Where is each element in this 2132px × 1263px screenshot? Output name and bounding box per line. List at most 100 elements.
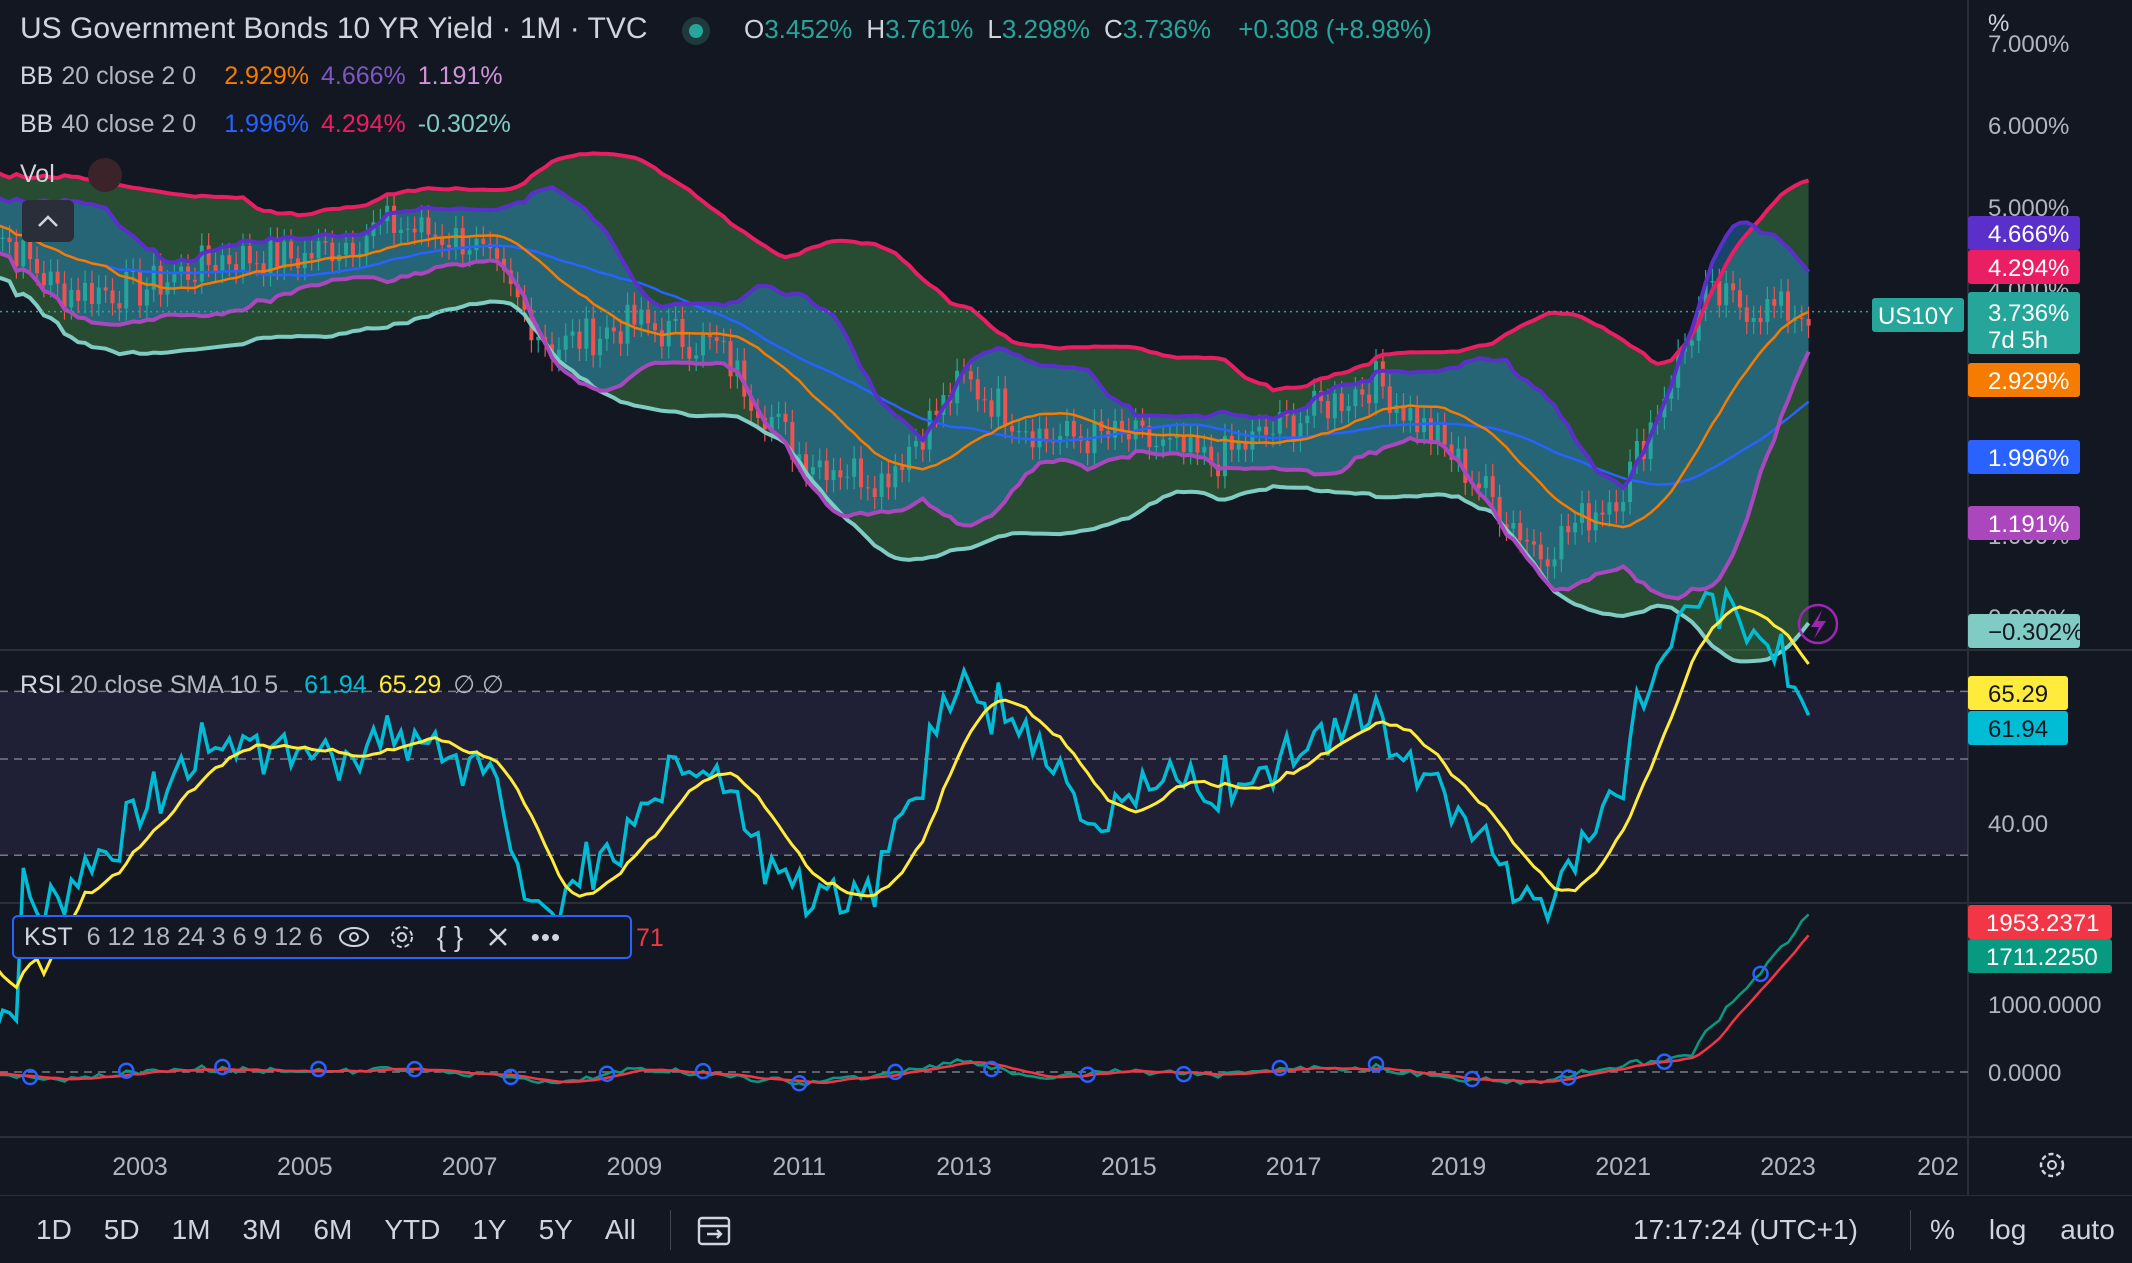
candle-body (55, 271, 60, 284)
toolbar-divider (669, 1209, 671, 1250)
candle-body (1490, 476, 1495, 497)
candle-body (1786, 291, 1790, 321)
bb20-upper: 4.666% (320, 62, 406, 90)
more-icon[interactable]: ••• (530, 921, 562, 952)
time-tick-label: 2011 (772, 1153, 826, 1181)
vol-hidden-icon[interactable] (87, 158, 122, 192)
bb20-legend[interactable]: BB 20 close 2 0 2.929% 4.666% 1.191% (20, 62, 515, 91)
candle-body (1710, 280, 1715, 283)
candle-body (728, 341, 733, 377)
candle-body (151, 265, 156, 290)
symbol-title[interactable]: US Government Bonds 10 YR Yield · 1M · T… (20, 12, 648, 45)
candle-body (144, 289, 149, 306)
kst-cross-marker (1752, 965, 1769, 983)
candle-body (1483, 476, 1488, 489)
timeframe-1d[interactable]: 1D (36, 1213, 72, 1245)
close-icon[interactable] (481, 920, 515, 954)
rsi-label: RSI (20, 671, 62, 699)
candle-body (1607, 502, 1612, 515)
candle-body (1360, 389, 1365, 395)
candle-body (179, 266, 184, 275)
candle-body (776, 413, 781, 417)
candle-body (1380, 361, 1385, 387)
time-tick-label: 2013 (936, 1153, 992, 1181)
candle-body (192, 279, 197, 282)
timeframe-all[interactable]: All (604, 1213, 636, 1245)
timeframe-1y[interactable]: 1Y (472, 1213, 507, 1245)
candle-body (1717, 280, 1722, 306)
candle-body (1257, 426, 1262, 432)
candle-body (76, 290, 81, 301)
bb20-lower: 1.191% (417, 62, 503, 90)
vol-legend[interactable]: Vol (20, 158, 134, 192)
scale-log-button[interactable]: log (1988, 1213, 2027, 1245)
candle-body (330, 242, 335, 262)
bb40-legend[interactable]: BB 40 close 2 0 1.996% 4.294% -0.302% (20, 110, 523, 139)
candle-body (405, 228, 410, 230)
bb20-mid: 2.929% (224, 62, 309, 90)
candle-body (852, 458, 857, 477)
candle-body (1442, 424, 1447, 445)
chevron-up-icon (38, 215, 58, 227)
candle-body (1387, 386, 1392, 413)
candle-body (721, 340, 726, 342)
clock[interactable]: 17:17:24 (UTC+1) (1633, 1213, 1858, 1245)
price-label-bg (1968, 250, 2080, 284)
candle-body (1044, 428, 1049, 441)
candle-body (1106, 430, 1111, 438)
bb40-mid: 1.996% (224, 110, 309, 138)
candle-body (570, 331, 575, 336)
candle-body (886, 473, 891, 488)
candle-body (913, 441, 918, 447)
price-label: 2.929% (1988, 368, 2069, 395)
candle-body (920, 441, 925, 450)
candle-body (206, 245, 211, 265)
scale-percent-button[interactable]: % (1930, 1213, 1955, 1245)
kst-axis-label: 1711.2250 (1986, 944, 2098, 971)
timeframe-3m[interactable]: 3M (242, 1213, 282, 1245)
price-label: 1.191% (1988, 511, 2069, 538)
scale-auto-button[interactable]: auto (2060, 1213, 2115, 1245)
candle-body (1662, 398, 1667, 418)
timeframe-ytd[interactable]: YTD (384, 1213, 441, 1245)
rsi-tick-label: 40.00 (1988, 811, 2048, 838)
candle-body (1518, 522, 1523, 541)
collapse-legend-button[interactable] (22, 200, 74, 242)
candle-body (1449, 444, 1454, 460)
eye-icon[interactable] (337, 920, 371, 954)
ohlc-key-h: H (866, 14, 886, 44)
timeframe-1m[interactable]: 1M (171, 1213, 211, 1245)
candle-body (1353, 389, 1358, 407)
candle-body (247, 246, 252, 264)
price-label: −0.302% (1988, 619, 2083, 646)
price-label: 1.996% (1988, 445, 2069, 472)
kst-cross-marker (887, 1063, 904, 1081)
timeframe-5y[interactable]: 5Y (538, 1213, 573, 1245)
rsi-legend[interactable]: RSI 20 close SMA 10 5 61.94 65.29 ∅ ∅ (20, 670, 516, 700)
candle-body (556, 349, 561, 360)
source-code-icon[interactable]: { } (436, 921, 464, 952)
kst-label-bg (1968, 939, 2112, 973)
timeframe-6m[interactable]: 6M (313, 1213, 353, 1245)
kst-cross-marker (1367, 1055, 1385, 1073)
candle-body (604, 327, 609, 339)
candle-body (234, 264, 239, 272)
candle-body (1435, 424, 1440, 443)
time-tick-label: 2007 (442, 1153, 498, 1181)
candle-body (1147, 425, 1152, 448)
candle-body (687, 346, 692, 359)
ohlc-value-h: 3.761% (885, 14, 974, 44)
candle-body (1085, 440, 1090, 454)
candle-body (1600, 512, 1605, 515)
candle-body (501, 258, 506, 271)
kst-hidden-value: 71 (636, 924, 664, 952)
gear-icon[interactable] (385, 920, 419, 954)
candle-body (1408, 407, 1413, 421)
candle-body (426, 217, 431, 235)
timeframe-5d[interactable]: 5D (103, 1213, 140, 1245)
candle-body (749, 396, 754, 411)
candle-body (213, 264, 218, 271)
date-range-button[interactable] (695, 1210, 735, 1250)
kst-legend[interactable]: KST 6 12 18 24 3 6 9 12 6 { } ••• (12, 915, 632, 959)
